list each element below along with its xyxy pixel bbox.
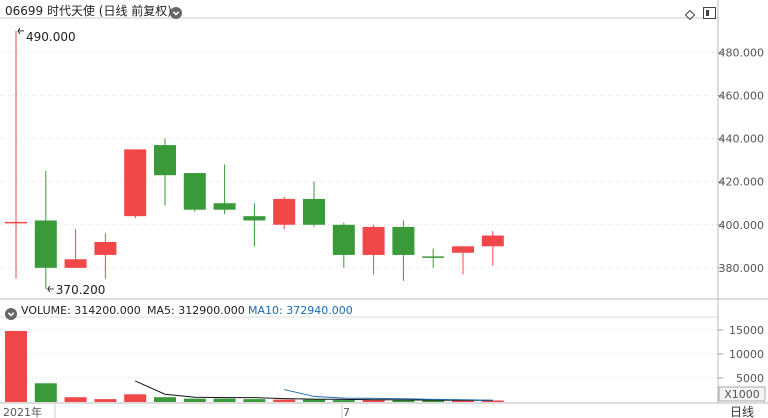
high-pointer-arrow — [17, 27, 24, 35]
time-axis-label: 2021年 — [3, 405, 42, 418]
volume-unit-box — [718, 386, 766, 402]
diamond-icon[interactable] — [684, 5, 696, 24]
candle-body — [64, 259, 87, 268]
low-price-label: 370.200 — [56, 283, 106, 297]
volume-label: VOLUME: 314200.000 — [21, 304, 141, 317]
candle-body — [34, 220, 57, 268]
candle-body — [94, 242, 117, 255]
high-price-label: 490.000 — [26, 30, 76, 44]
volume-bar — [362, 400, 385, 402]
price-tick-label: 460.000 — [719, 90, 765, 103]
candle-body — [392, 226, 415, 255]
volume-bar — [34, 383, 57, 402]
candle-body — [213, 203, 236, 210]
volume-bar — [183, 398, 206, 402]
volume-bar — [124, 394, 147, 402]
chart-title: 06699 时代天使 (日线 前复权) — [5, 4, 172, 18]
candle-body — [243, 216, 266, 221]
volume-tick-label: 10000 — [729, 348, 764, 361]
volume-bar — [154, 397, 176, 402]
ma10-label: MA10: 372940.000 — [248, 304, 353, 317]
price-tick-label: 380.000 — [719, 262, 765, 275]
volume-bar — [392, 400, 415, 402]
candle-body — [303, 198, 325, 225]
candle-body — [154, 145, 176, 176]
volume-bar — [303, 399, 325, 402]
period-button[interactable]: 日线 — [730, 405, 754, 418]
volume-bar — [422, 400, 445, 402]
volume-unit-label: X1000 — [724, 388, 760, 401]
volume-tick-label: 15000 — [729, 324, 764, 337]
price-tick-label: 480.000 — [719, 46, 765, 59]
volume-bar — [452, 400, 474, 402]
panel-toggle-icon[interactable] — [703, 4, 716, 23]
candle-body — [362, 226, 385, 255]
volume-bar — [94, 399, 117, 402]
low-pointer-arrow — [47, 285, 54, 293]
volume-bar — [481, 400, 504, 402]
ma5-line — [134, 380, 493, 401]
volume-bar — [213, 398, 236, 402]
ma10-line — [284, 389, 493, 401]
price-tick-label: 440.000 — [719, 133, 765, 146]
candle-body — [452, 246, 474, 253]
price-tick-label: 420.000 — [719, 176, 765, 189]
ma5-label: MA5: 312900.000 — [147, 304, 245, 317]
candle-body — [481, 235, 504, 247]
volume-bar — [273, 399, 296, 402]
candle-body — [124, 149, 147, 217]
volume-bar — [64, 397, 87, 402]
volume-bar — [243, 399, 266, 402]
price-tick-label: 400.000 — [719, 219, 765, 232]
volume-tick-label: 5000 — [736, 372, 764, 385]
chevron-down-icon[interactable] — [170, 4, 182, 23]
candle-body — [273, 198, 296, 225]
candle-body — [332, 224, 355, 255]
candle-body — [183, 173, 206, 210]
volume-bar — [332, 400, 355, 402]
volume-bar — [5, 330, 27, 402]
time-axis-label: 7 — [343, 406, 350, 418]
volume-chevron-down-icon[interactable] — [5, 305, 17, 324]
